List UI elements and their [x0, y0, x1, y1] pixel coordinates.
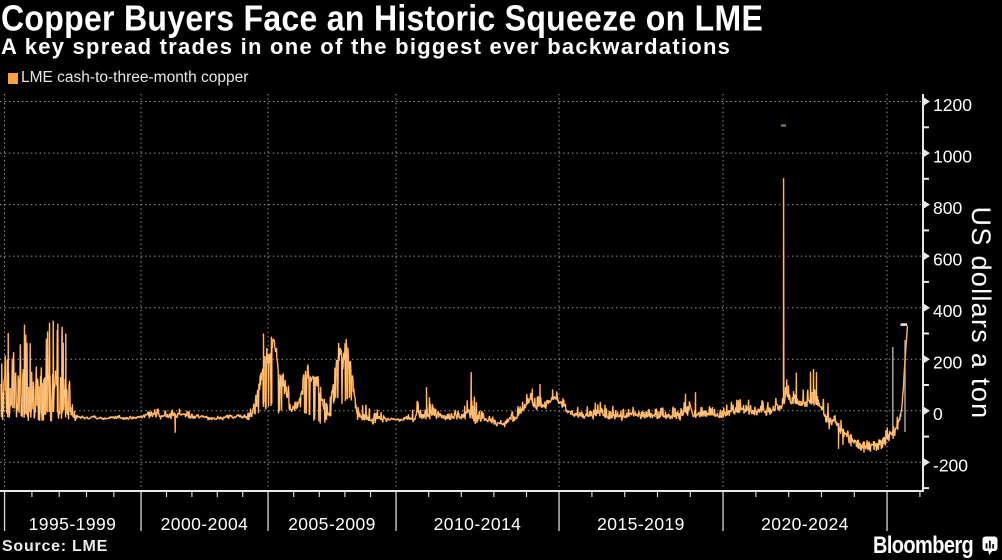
svg-text:US dollars a ton: US dollars a ton: [966, 207, 996, 420]
svg-text:600: 600: [933, 250, 962, 270]
svg-text:2000-2004: 2000-2004: [161, 514, 249, 534]
svg-text:2015-2019: 2015-2019: [597, 514, 685, 534]
svg-text:1200: 1200: [933, 95, 972, 115]
svg-text:-200: -200: [933, 456, 968, 476]
svg-text:800: 800: [933, 198, 962, 218]
svg-text:1000: 1000: [933, 147, 972, 167]
svg-text:200: 200: [933, 353, 962, 373]
svg-text:400: 400: [933, 301, 962, 321]
svg-text:1995-1999: 1995-1999: [29, 514, 117, 534]
svg-text:2010-2014: 2010-2014: [434, 514, 522, 534]
svg-text:2020-2024: 2020-2024: [761, 514, 849, 534]
svg-text:2005-2009: 2005-2009: [288, 514, 376, 534]
svg-text:0: 0: [933, 404, 943, 424]
